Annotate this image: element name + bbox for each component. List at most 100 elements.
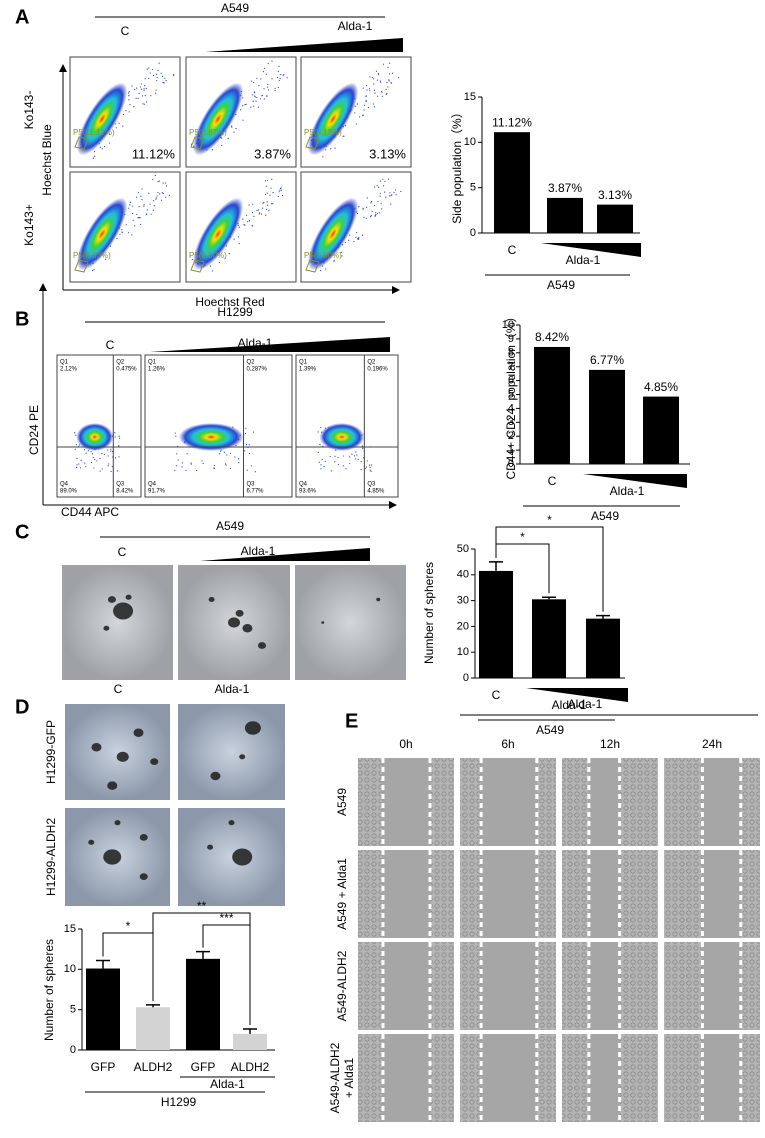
event-dot [101,148,103,150]
y-tick-label: 4 [508,402,514,414]
event-dot [175,465,177,467]
event-dot [76,457,78,459]
event-dot [131,85,133,87]
y-tick-label: 0 [470,227,476,239]
event-dot [233,238,235,240]
event-dot [255,100,257,102]
event-dot [366,89,368,91]
treatment-label: Alda-1 [215,682,250,696]
event-dot [139,217,141,219]
quadrant-value: 2.12% [60,367,78,373]
event-dot [175,435,177,437]
event-dot [380,81,382,83]
x-tick-label: GFP [191,1060,216,1074]
event-dot [369,90,371,92]
event-dot [177,459,179,461]
event-dot [375,213,377,216]
event-dot [272,191,274,194]
time-label: 0h [399,737,412,751]
event-dot [114,457,117,459]
event-dot [242,119,244,121]
event-dot [363,216,365,218]
event-dot [181,462,184,464]
quadrant-name: Q2 [246,360,255,366]
event-dot [153,200,155,202]
event-dot [224,463,227,465]
event-dot [248,452,250,455]
event-dot [137,191,140,194]
event-dot [162,75,164,77]
value-label: 11.12% [492,115,532,129]
event-dot [190,463,192,465]
x-axis-label: Hoechst Red [195,295,264,309]
event-dot [122,125,124,127]
error-bar [489,561,503,571]
event-dot [382,178,384,180]
row-label: A549 + Alda1 [335,858,349,930]
dose-wedge [526,688,628,702]
event-dot [110,450,112,452]
event-dot [225,464,227,466]
wound-gap [588,1034,620,1122]
event-dot [118,122,120,124]
event-dot [92,157,95,159]
event-dot [226,454,228,456]
event-dot [157,191,159,194]
event-dot [357,458,359,460]
y-tick-label: 20 [457,620,469,632]
event-dot [141,198,143,201]
event-dot [242,218,244,220]
event-dot [108,133,111,135]
event-dot [132,219,134,221]
event-dot [168,194,170,196]
event-dot [374,214,376,217]
event-dot [277,70,279,73]
event-dot [218,453,221,455]
event-dot [155,89,157,91]
row-label: Ko143- [22,91,36,130]
micrograph [178,704,285,800]
event-dot [238,243,240,245]
event-dot [277,195,279,198]
event-dot [181,466,183,468]
event-dot [377,72,379,75]
event-dot [386,81,388,84]
event-dot [320,426,322,429]
event-dot [270,203,273,205]
event-dot [325,268,327,270]
event-dot [260,213,263,215]
event-dot [251,211,253,214]
event-dot [233,131,235,133]
quadrant-name: Q2 [367,360,376,366]
y-tick-label: 0 [70,1044,76,1056]
event-dot [128,99,130,101]
event-dot [355,458,357,460]
wound-gap [481,942,537,1030]
event-dot [78,463,80,465]
event-dot [128,232,130,234]
cell-line-label: A549 [591,509,619,523]
event-dot [368,464,371,466]
event-dot [158,62,160,64]
event-dot [373,83,375,85]
time-label: 6h [501,737,514,751]
event-dot [224,257,226,259]
treatment-label: Alda-1 [241,544,276,558]
x-tick-label: ALDH2 [134,1060,173,1074]
event-dot [244,450,246,452]
event-dot [115,127,117,129]
event-dot [107,465,109,467]
wound-gap [382,850,430,938]
event-dot [376,213,378,215]
event-dot [238,462,240,464]
event-dot [75,444,77,446]
sphere-images [62,565,406,680]
bar [233,1033,267,1050]
event-dot [133,106,135,108]
gate-label: P5(11.12%) [73,128,115,137]
event-dot [158,193,161,195]
event-dot [165,196,167,198]
y-tick-label: 1 [508,444,514,456]
event-dot [108,463,110,465]
